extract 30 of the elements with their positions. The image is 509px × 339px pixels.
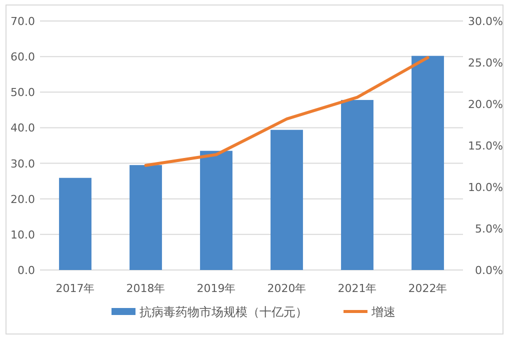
x-tick-label: 2017年 xyxy=(56,282,95,295)
y2-tick-label: 10.0% xyxy=(468,181,503,194)
y-tick-label: 0.0 xyxy=(18,264,35,277)
y-tick-label: 20.0 xyxy=(10,192,35,206)
x-tick-label: 2019年 xyxy=(196,282,236,295)
legend-label: 增速 xyxy=(370,305,396,319)
x-tick-label: 2020年 xyxy=(267,282,306,295)
y-tick-label: 10.0 xyxy=(10,228,35,242)
x-tick-label: 2018年 xyxy=(126,282,166,295)
y2-tick-label: 5.0% xyxy=(475,222,503,236)
bar xyxy=(200,150,232,270)
x-tick-label: 2021年 xyxy=(338,282,377,295)
y-tick-label: 60.0 xyxy=(10,50,35,64)
bar xyxy=(130,165,162,270)
line-series xyxy=(144,56,430,167)
y-tick-label: 30.0 xyxy=(10,157,35,170)
x-tick-label: 2022年 xyxy=(408,282,448,295)
y-tick-label: 70.0 xyxy=(10,15,35,28)
legend-label: 抗病毒药物市场规模（十亿元） xyxy=(140,305,308,319)
y2-tick-label: 30.0% xyxy=(468,15,503,28)
bar xyxy=(341,100,374,270)
bar xyxy=(270,130,303,270)
y-tick-label: 40.0 xyxy=(10,122,35,135)
y2-tick-label: 25.0% xyxy=(468,56,503,70)
y-tick-label: 50.0 xyxy=(10,86,35,100)
bar xyxy=(59,178,92,270)
y2-tick-label: 0.0% xyxy=(475,264,503,277)
y2-tick-label: 15.0% xyxy=(468,140,503,152)
y2-tick-label: 20.0% xyxy=(468,98,503,111)
bar xyxy=(412,56,444,270)
